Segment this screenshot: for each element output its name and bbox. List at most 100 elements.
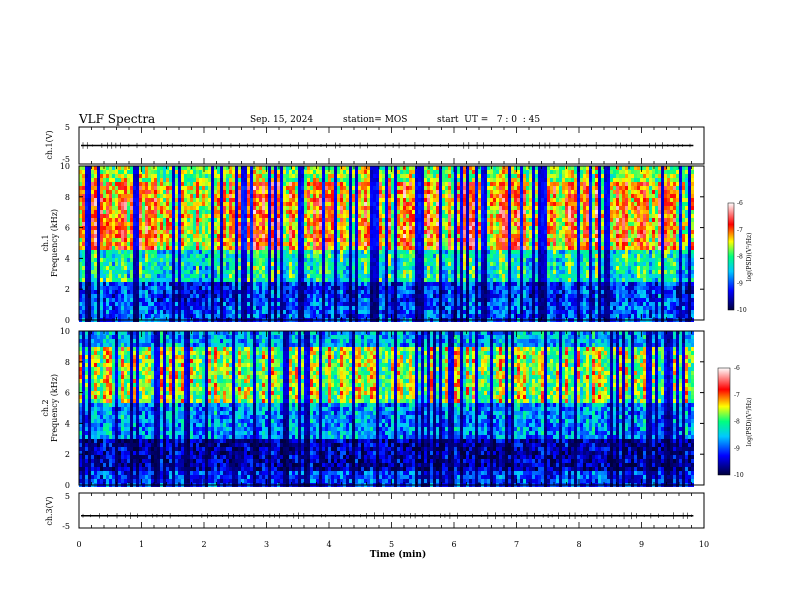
spectrogram-cell bbox=[163, 262, 166, 266]
spectrogram-cell bbox=[442, 274, 445, 278]
spectrogram-cell bbox=[94, 174, 97, 178]
spectrogram-cell bbox=[403, 206, 406, 210]
spectrogram-cell bbox=[220, 166, 223, 170]
spectrogram-cell bbox=[391, 266, 394, 270]
spectrogram-cell bbox=[235, 302, 238, 306]
spectrogram-cell bbox=[241, 270, 244, 274]
spectrogram-cell bbox=[319, 302, 322, 306]
spectrogram-cell bbox=[412, 214, 415, 218]
spectrogram-cell bbox=[169, 282, 172, 286]
spectrogram-cell bbox=[283, 274, 286, 278]
spectrogram-cell bbox=[370, 278, 373, 282]
spectrogram-cell bbox=[223, 166, 226, 170]
spectrogram-cell bbox=[85, 282, 88, 286]
spectrogram-cell bbox=[115, 294, 118, 298]
spectrogram-cell bbox=[346, 270, 349, 274]
spectrogram-cell bbox=[280, 210, 283, 214]
spectrogram-cell bbox=[415, 254, 418, 258]
spectrogram-cell bbox=[148, 182, 151, 186]
spectrogram-cell bbox=[202, 206, 205, 210]
spectrogram-cell bbox=[109, 218, 112, 222]
spectrogram-cell bbox=[178, 250, 181, 254]
spectrogram-cell bbox=[175, 274, 178, 278]
spectrogram-cell bbox=[190, 186, 193, 190]
spectrogram-cell bbox=[127, 242, 130, 246]
spectrogram-cell bbox=[130, 194, 133, 198]
spectrogram-cell bbox=[196, 290, 199, 294]
spectrogram-cell bbox=[169, 314, 172, 318]
spectrogram-cell bbox=[103, 222, 106, 226]
spectrogram-cell bbox=[97, 198, 100, 202]
spectrogram-cell bbox=[373, 186, 376, 190]
spectrogram-cell bbox=[178, 278, 181, 282]
spectrogram-cell bbox=[202, 202, 205, 206]
spectrogram-cell bbox=[427, 310, 430, 314]
spectrogram-cell bbox=[439, 182, 442, 186]
spectrogram-cell bbox=[433, 242, 436, 246]
spectrogram-cell bbox=[151, 302, 154, 306]
spectrogram-cell bbox=[193, 194, 196, 198]
spectrogram-cell bbox=[280, 234, 283, 238]
spectrogram-cell bbox=[292, 294, 295, 298]
spectrogram-cell bbox=[79, 210, 82, 214]
spectrogram-cell bbox=[268, 306, 271, 310]
spectrogram-cell bbox=[355, 286, 358, 290]
spectrogram-cell bbox=[406, 222, 409, 226]
spectrogram-cell bbox=[400, 242, 403, 246]
spectrogram-cell bbox=[190, 302, 193, 306]
spectrogram-cell bbox=[445, 230, 448, 234]
spectrogram-cell bbox=[277, 310, 280, 314]
spectrogram-cell bbox=[145, 230, 148, 234]
spectrogram-cell bbox=[331, 166, 334, 170]
spectrogram-cell bbox=[94, 274, 97, 278]
station-label: station= MOS bbox=[343, 115, 408, 125]
spectrogram-cell bbox=[187, 222, 190, 226]
spectrogram-cell bbox=[97, 254, 100, 258]
spectrogram-cell bbox=[334, 210, 337, 214]
spectrogram-cell bbox=[136, 250, 139, 254]
spectrogram-cell bbox=[388, 302, 391, 306]
spectrogram-cell bbox=[274, 306, 277, 310]
spectrogram-cell bbox=[439, 186, 442, 190]
spectrogram-cell bbox=[451, 270, 454, 274]
spectrogram-cell bbox=[307, 302, 310, 306]
spectrogram-cell bbox=[448, 242, 451, 246]
spectrogram-cell bbox=[91, 218, 94, 222]
spectrogram-cell bbox=[136, 206, 139, 210]
spectrogram-cell bbox=[343, 246, 346, 250]
spectrogram-cell bbox=[262, 246, 265, 250]
spectrogram-cell bbox=[112, 186, 115, 190]
spectrogram-cell bbox=[394, 286, 397, 290]
spectrogram-cell bbox=[139, 302, 142, 306]
spectrogram-cell bbox=[157, 258, 160, 262]
spectrogram-cell bbox=[445, 170, 448, 174]
spectrogram-cell bbox=[301, 214, 304, 218]
spectrogram-cell bbox=[187, 294, 190, 298]
spectrogram-cell bbox=[91, 194, 94, 198]
spectrogram-cell bbox=[106, 250, 109, 254]
spectrogram-cell bbox=[376, 306, 379, 310]
spectrogram-cell bbox=[397, 218, 400, 222]
spectrogram-cell bbox=[403, 266, 406, 270]
spectrogram-cell bbox=[418, 262, 421, 266]
spectrogram-cell bbox=[304, 190, 307, 194]
spectrogram-cell bbox=[238, 206, 241, 210]
spectrogram-cell bbox=[370, 182, 373, 186]
spectrogram-cell bbox=[223, 278, 226, 282]
spectrogram-cell bbox=[124, 294, 127, 298]
spectrogram-cell bbox=[256, 258, 259, 262]
spectrogram-cell bbox=[325, 298, 328, 302]
spectrogram-cell bbox=[127, 274, 130, 278]
spectrogram-cell bbox=[100, 278, 103, 282]
spectrogram-cell bbox=[217, 302, 220, 306]
spectrogram-cell bbox=[439, 242, 442, 246]
spectrogram-cell bbox=[238, 294, 241, 298]
spectrogram-cell bbox=[193, 174, 196, 178]
spectrogram-cell bbox=[208, 266, 211, 270]
spectrogram-cell bbox=[370, 238, 373, 242]
spectrogram-cell bbox=[142, 166, 145, 170]
spectrogram-cell bbox=[370, 286, 373, 290]
spectrogram-cell bbox=[304, 258, 307, 262]
spectrogram-cell bbox=[313, 190, 316, 194]
spectrogram-cell bbox=[82, 226, 85, 230]
